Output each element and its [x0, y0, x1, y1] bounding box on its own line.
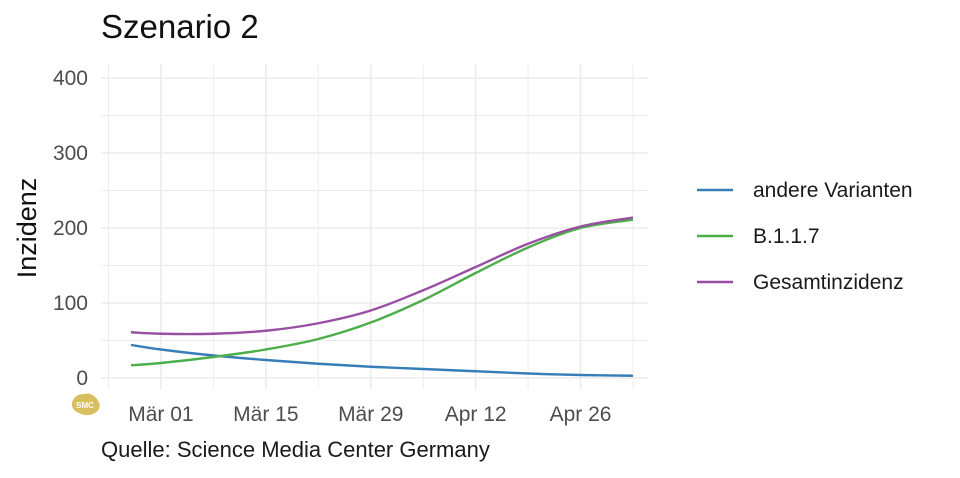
- y-axis-ticks: 0 100 200 300 400: [53, 67, 88, 390]
- series-line-0: [130, 343, 634, 377]
- x-axis-ticks: Mär 01 Mär 15 Mär 29 Apr 12 Apr 26: [128, 403, 611, 426]
- y-tick-label: 200: [53, 217, 88, 240]
- x-tick-label: Mär 01: [128, 403, 193, 426]
- svg-text:SMC: SMC: [76, 401, 94, 410]
- x-tick-label: Mär 15: [233, 403, 298, 426]
- legend: andere Varianten B.1.1.7 Gesamtinzidenz: [697, 179, 913, 294]
- grid: [101, 64, 648, 389]
- source-caption: Quelle: Science Media Center Germany: [101, 437, 490, 462]
- series-line-1: [130, 218, 634, 367]
- y-tick-label: 100: [53, 292, 88, 315]
- series-lines: [130, 216, 634, 377]
- x-tick-label: Apr 26: [550, 403, 612, 426]
- x-tick-label: Mär 29: [338, 403, 403, 426]
- y-tick-label: 300: [53, 142, 88, 165]
- y-tick-label: 400: [53, 67, 88, 90]
- y-axis-title: Inzidenz: [12, 178, 42, 279]
- legend-label: Gesamtinzidenz: [753, 271, 904, 294]
- chart-title: Szenario 2: [101, 8, 259, 45]
- smc-logo: SMC: [71, 393, 100, 416]
- series-line-2: [130, 216, 634, 336]
- x-tick-label: Apr 12: [445, 403, 507, 426]
- legend-label: B.1.1.7: [753, 225, 820, 248]
- y-tick-label: 0: [76, 367, 88, 390]
- legend-label: andere Varianten: [753, 179, 913, 202]
